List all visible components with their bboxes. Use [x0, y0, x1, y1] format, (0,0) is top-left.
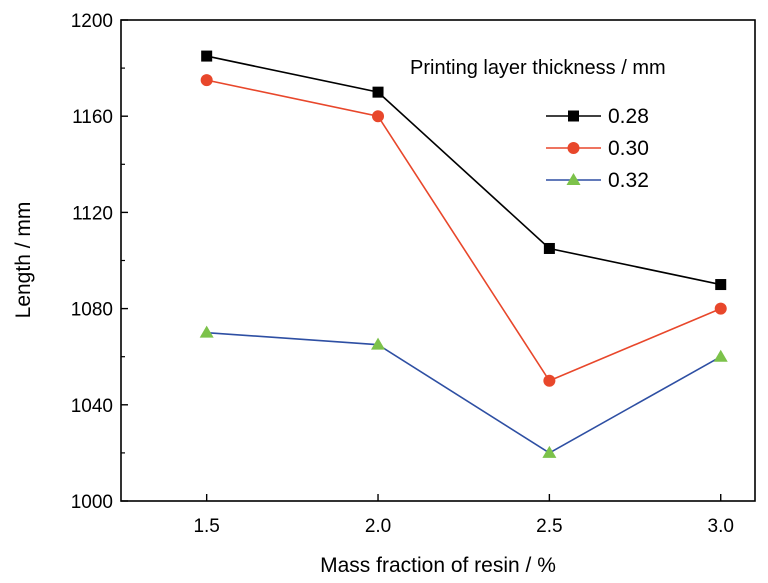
y-tick-label: 1200: [71, 11, 113, 32]
legend-label: 0.32: [608, 169, 649, 192]
y-axis: 1000 1040 1080 1120 1160 1200: [71, 11, 128, 513]
legend-marker: [566, 173, 581, 185]
series-line: [206, 55, 721, 286]
data-point: [372, 110, 385, 123]
plot-frame: [120, 19, 756, 502]
y-tick-label: 1160: [72, 107, 113, 128]
series-0.30: [200, 74, 727, 387]
legend-marker: [567, 142, 580, 154]
y-tick-label: 1000: [71, 492, 113, 513]
data-point: [543, 242, 555, 254]
data-point: [715, 279, 727, 291]
legend-item: 0.28: [546, 105, 649, 128]
series-line: [206, 79, 722, 382]
x-axis: 1.5 2.0 2.5 3.0: [193, 494, 734, 537]
series-0.28: [201, 50, 727, 291]
legend-label: 0.28: [608, 105, 649, 128]
x-tick-label: 3.0: [708, 516, 734, 537]
data-point: [713, 349, 728, 362]
series-0.32: [199, 325, 728, 458]
legend: Printing layer thickness / mm 0.28 0.30 0.…: [410, 57, 666, 192]
data-point: [714, 302, 727, 315]
y-axis-title: Length / mm: [12, 202, 35, 319]
data-point: [199, 325, 214, 338]
legend-label: 0.30: [608, 137, 649, 160]
y-tick-label: 1120: [72, 203, 113, 224]
series-layer: [199, 50, 728, 458]
data-point: [542, 445, 557, 458]
y-tick-label: 1040: [71, 396, 113, 417]
y-tick-label: 1080: [71, 300, 113, 321]
x-tick-label: 1.5: [193, 516, 219, 537]
x-tick-label: 2.5: [536, 516, 562, 537]
series-line: [206, 331, 722, 454]
legend-marker: [568, 110, 579, 122]
data-point: [543, 374, 556, 387]
legend-title: Printing layer thickness / mm: [410, 57, 666, 79]
legend-item: 0.32: [546, 169, 649, 192]
data-point: [200, 74, 213, 87]
legend-item: 0.30: [546, 137, 649, 160]
data-point: [372, 86, 384, 98]
data-point: [371, 337, 386, 350]
data-point: [201, 50, 213, 62]
x-axis-title: Mass fraction of resin / %: [320, 554, 556, 577]
x-tick-label: 2.0: [365, 516, 391, 537]
